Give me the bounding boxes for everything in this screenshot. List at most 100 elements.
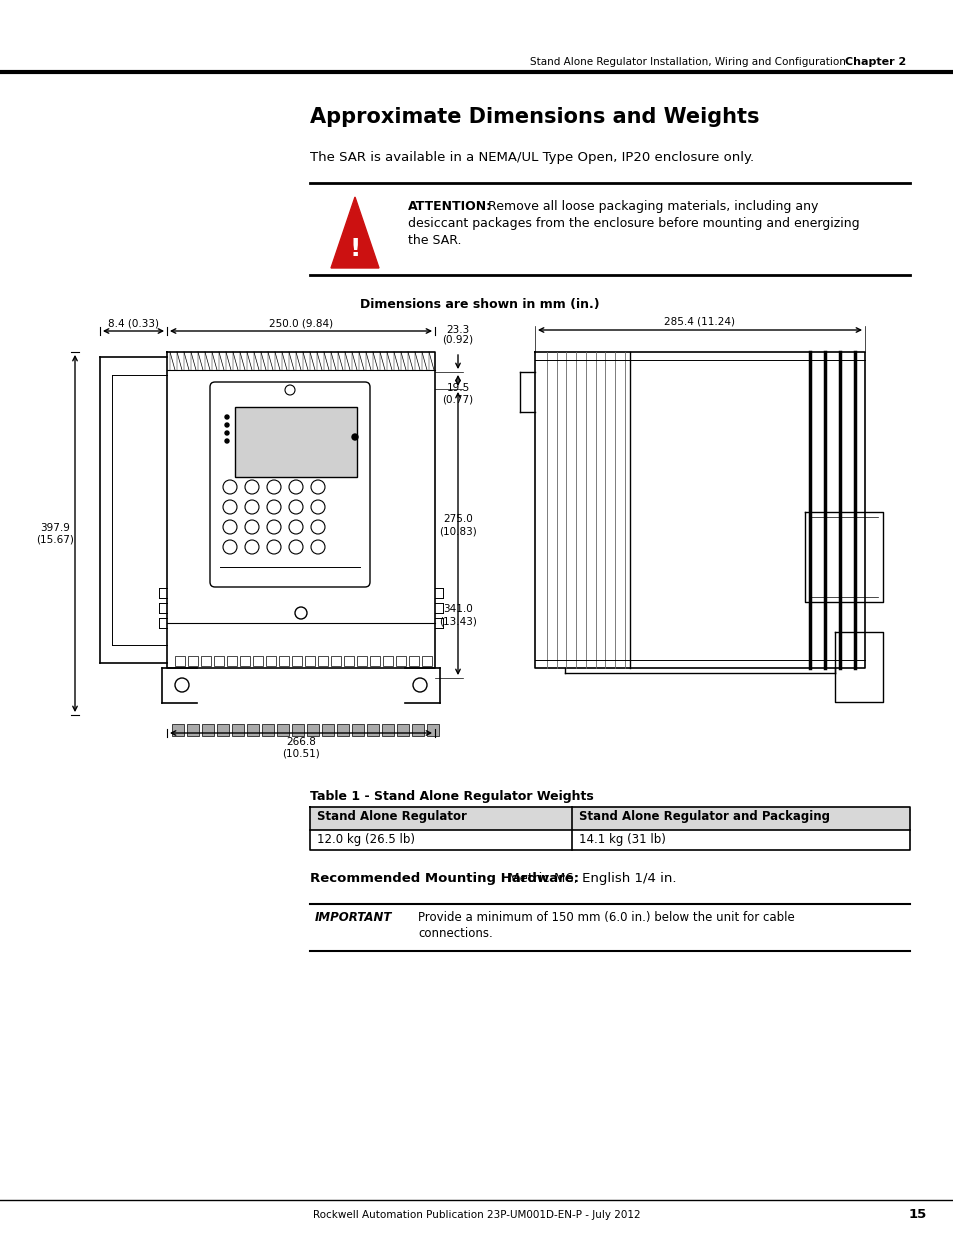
- Circle shape: [225, 438, 229, 443]
- Circle shape: [413, 678, 427, 692]
- Text: ATTENTION:: ATTENTION:: [408, 200, 492, 212]
- Text: Approximate Dimensions and Weights: Approximate Dimensions and Weights: [310, 107, 759, 127]
- Text: 14.1 kg (31 lb): 14.1 kg (31 lb): [578, 832, 665, 846]
- Text: Chapter 2: Chapter 2: [844, 57, 905, 67]
- Circle shape: [294, 606, 307, 619]
- Bar: [292, 724, 304, 736]
- Text: connections.: connections.: [417, 927, 493, 940]
- Text: 285.4 (11.24): 285.4 (11.24): [664, 316, 735, 326]
- Bar: [396, 724, 409, 736]
- Bar: [202, 724, 213, 736]
- Text: Metric M6, English 1/4 in.: Metric M6, English 1/4 in.: [503, 872, 676, 885]
- Bar: [172, 724, 184, 736]
- Circle shape: [267, 520, 281, 534]
- Circle shape: [267, 500, 281, 514]
- Bar: [322, 724, 334, 736]
- Circle shape: [289, 540, 303, 555]
- Circle shape: [245, 500, 258, 514]
- Bar: [381, 724, 394, 736]
- Text: !: !: [349, 237, 360, 261]
- Circle shape: [223, 540, 236, 555]
- Text: 275.0: 275.0: [442, 514, 473, 524]
- Circle shape: [311, 520, 325, 534]
- Bar: [412, 724, 423, 736]
- Text: Rockwell Automation Publication 23P-UM001D-EN-P - July 2012: Rockwell Automation Publication 23P-UM00…: [313, 1210, 640, 1220]
- Text: 266.8
(10.51): 266.8 (10.51): [282, 737, 319, 758]
- Text: (0.92): (0.92): [442, 333, 473, 345]
- Bar: [188, 656, 198, 666]
- FancyBboxPatch shape: [210, 382, 370, 587]
- Bar: [234, 408, 356, 477]
- Circle shape: [352, 433, 357, 440]
- Bar: [370, 656, 379, 666]
- Text: 23.3: 23.3: [446, 325, 469, 335]
- Circle shape: [289, 500, 303, 514]
- Bar: [336, 724, 349, 736]
- Circle shape: [223, 480, 236, 494]
- Text: Provide a minimum of 150 mm (6.0 in.) below the unit for cable: Provide a minimum of 150 mm (6.0 in.) be…: [417, 911, 794, 924]
- Bar: [310, 806, 909, 830]
- Bar: [278, 656, 289, 666]
- Circle shape: [223, 500, 236, 514]
- Text: 15: 15: [908, 1209, 926, 1221]
- Circle shape: [289, 480, 303, 494]
- Bar: [174, 656, 185, 666]
- Bar: [262, 724, 274, 736]
- Circle shape: [225, 424, 229, 427]
- Bar: [187, 724, 199, 736]
- Bar: [409, 656, 418, 666]
- Circle shape: [311, 480, 325, 494]
- Circle shape: [267, 540, 281, 555]
- Text: 250.0 (9.84): 250.0 (9.84): [269, 317, 333, 329]
- Text: Stand Alone Regulator Installation, Wiring and Configuration: Stand Alone Regulator Installation, Wiri…: [530, 57, 845, 67]
- Bar: [213, 656, 224, 666]
- Text: IMPORTANT: IMPORTANT: [314, 911, 392, 924]
- Circle shape: [245, 480, 258, 494]
- Bar: [307, 724, 318, 736]
- Text: the SAR.: the SAR.: [408, 233, 461, 247]
- Bar: [356, 656, 367, 666]
- Bar: [317, 656, 328, 666]
- Bar: [292, 656, 302, 666]
- Circle shape: [311, 500, 325, 514]
- Text: Recommended Mounting Hardware:: Recommended Mounting Hardware:: [310, 872, 578, 885]
- Text: The SAR is available in a NEMA/UL Type Open, IP20 enclosure only.: The SAR is available in a NEMA/UL Type O…: [310, 152, 753, 164]
- Bar: [216, 724, 229, 736]
- Text: (10.83): (10.83): [438, 527, 476, 537]
- Bar: [240, 656, 250, 666]
- Text: 19.5: 19.5: [446, 383, 469, 393]
- Text: Remove all loose packaging materials, including any: Remove all loose packaging materials, in…: [488, 200, 818, 212]
- Text: Table 1 - Stand Alone Regulator Weights: Table 1 - Stand Alone Regulator Weights: [310, 790, 593, 803]
- Polygon shape: [331, 198, 378, 268]
- Circle shape: [225, 415, 229, 419]
- Bar: [253, 656, 263, 666]
- Circle shape: [223, 520, 236, 534]
- Text: 341.0: 341.0: [442, 604, 473, 614]
- Bar: [305, 656, 314, 666]
- Bar: [421, 656, 432, 666]
- Circle shape: [311, 540, 325, 555]
- Text: Dimensions are shown in mm (in.): Dimensions are shown in mm (in.): [360, 298, 599, 311]
- Text: 12.0 kg (26.5 lb): 12.0 kg (26.5 lb): [316, 832, 415, 846]
- Circle shape: [174, 678, 189, 692]
- Bar: [331, 656, 340, 666]
- Circle shape: [267, 480, 281, 494]
- Bar: [352, 724, 364, 736]
- Text: 397.9
(15.67): 397.9 (15.67): [36, 522, 74, 545]
- Bar: [382, 656, 393, 666]
- Circle shape: [225, 431, 229, 435]
- Circle shape: [289, 520, 303, 534]
- Bar: [395, 656, 406, 666]
- Text: Stand Alone Regulator: Stand Alone Regulator: [316, 810, 466, 823]
- Text: desiccant packages from the enclosure before mounting and energizing: desiccant packages from the enclosure be…: [408, 217, 859, 230]
- Bar: [232, 724, 244, 736]
- Bar: [367, 724, 378, 736]
- Text: (0.77): (0.77): [442, 395, 473, 405]
- Text: 8.4 (0.33): 8.4 (0.33): [108, 317, 159, 329]
- Circle shape: [245, 540, 258, 555]
- Bar: [247, 724, 258, 736]
- Bar: [427, 724, 438, 736]
- Text: Stand Alone Regulator and Packaging: Stand Alone Regulator and Packaging: [578, 810, 829, 823]
- Bar: [227, 656, 236, 666]
- Bar: [344, 656, 354, 666]
